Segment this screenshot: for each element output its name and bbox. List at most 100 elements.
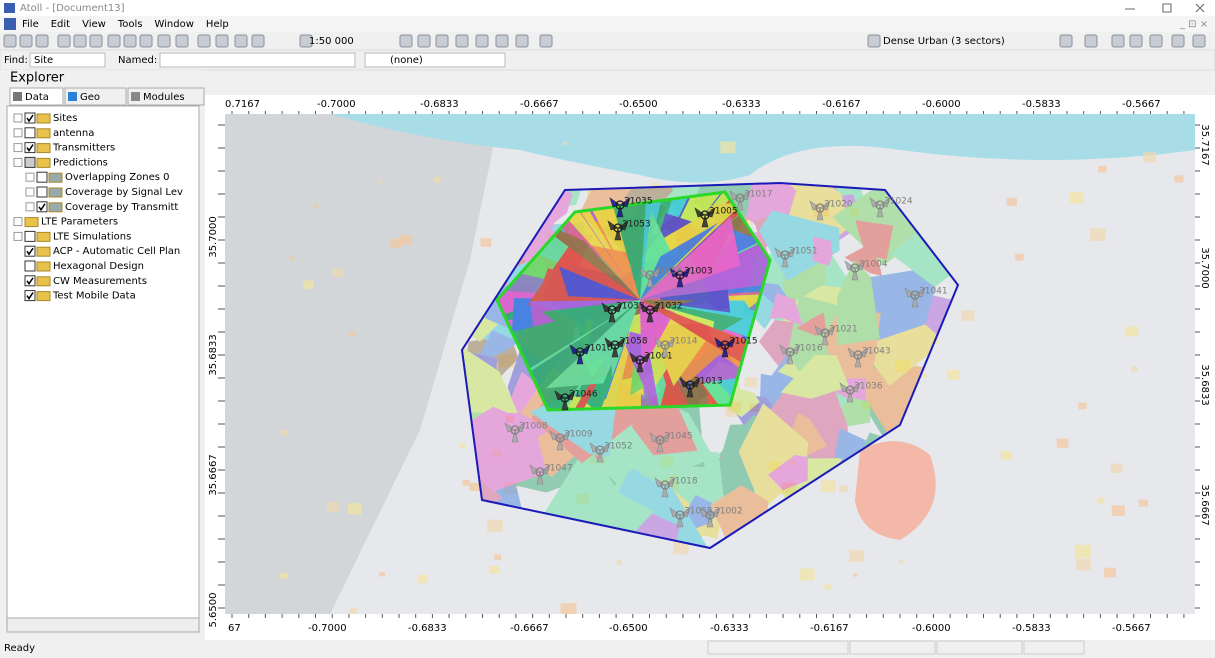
toolbar-button[interactable]	[89, 34, 103, 48]
site-label[interactable]: 31035	[624, 197, 653, 207]
checkbox[interactable]	[24, 112, 36, 124]
checkbox[interactable]	[24, 127, 36, 139]
site-label[interactable]: 31021	[829, 325, 858, 335]
expander[interactable]	[13, 157, 23, 167]
site-label[interactable]: 31041	[919, 287, 948, 297]
toolbar-button[interactable]	[867, 34, 881, 48]
tab[interactable]	[127, 87, 205, 106]
toolbar-button[interactable]	[57, 34, 71, 48]
checkbox[interactable]	[24, 156, 36, 168]
toolbar-button[interactable]	[1059, 34, 1073, 48]
tree-item[interactable]: Transmitters	[52, 143, 115, 154]
site-label[interactable]: 31046	[569, 390, 598, 400]
tab[interactable]	[64, 87, 127, 106]
expander[interactable]	[25, 172, 35, 182]
filter-select[interactable]	[364, 52, 506, 68]
toolbar-button[interactable]	[215, 34, 229, 48]
checkbox[interactable]	[24, 260, 36, 272]
site-label[interactable]: 31008	[519, 422, 548, 432]
expander[interactable]	[13, 113, 23, 123]
tree-item[interactable]: Coverage by Signal Lev	[65, 187, 183, 198]
toolbar-button[interactable]	[1192, 34, 1206, 48]
site-label[interactable]: 31043	[862, 347, 891, 357]
tree-item[interactable]: Sites	[53, 113, 77, 124]
toolbar-button[interactable]	[1149, 34, 1163, 48]
tree-item[interactable]: ACP - Automatic Cell Plan	[53, 246, 180, 257]
checkbox[interactable]	[36, 171, 48, 183]
checkbox[interactable]	[24, 230, 36, 242]
tree-item[interactable]: Coverage by Transmitt	[65, 202, 178, 213]
checkbox[interactable]	[24, 245, 36, 257]
find-select[interactable]	[29, 52, 106, 68]
tree-item[interactable]: CW Measurements	[53, 276, 147, 287]
menu-item[interactable]: Tools	[117, 19, 143, 30]
tree-item[interactable]: Predictions	[53, 157, 108, 168]
site-label[interactable]: 31015	[729, 337, 758, 347]
toolbar-button[interactable]	[455, 34, 469, 48]
site-label[interactable]: 31017	[744, 190, 773, 200]
checkbox[interactable]	[24, 275, 36, 287]
site-label[interactable]: 31032	[654, 302, 683, 312]
toolbar-button[interactable]	[417, 34, 431, 48]
site-label[interactable]: 31033	[616, 302, 645, 312]
toolbar-button[interactable]	[495, 34, 509, 48]
toolbar-button[interactable]	[123, 34, 137, 48]
site-label[interactable]: 31010	[584, 344, 613, 354]
site-label[interactable]: 31036	[854, 382, 883, 392]
toolbar-button[interactable]	[435, 34, 449, 48]
close-button[interactable]	[1195, 3, 1205, 13]
toolbar-button[interactable]	[234, 34, 248, 48]
toolbar-button[interactable]	[399, 34, 413, 48]
toolbar-button[interactable]	[175, 34, 189, 48]
toolbar-button[interactable]	[475, 34, 489, 48]
environment[interactable]: Dense Urban (3 sectors)	[883, 36, 1005, 47]
toolbar-button[interactable]	[515, 34, 529, 48]
checkbox[interactable]	[24, 142, 36, 154]
site-label[interactable]: 31055	[684, 507, 713, 517]
toolbar-button[interactable]	[251, 34, 265, 48]
site-label[interactable]: 31047	[544, 464, 573, 474]
menu-item[interactable]: File	[22, 19, 39, 30]
site-label[interactable]: 31016	[794, 344, 823, 354]
expander[interactable]	[25, 187, 35, 197]
site-label[interactable]: 31005	[709, 207, 738, 217]
toolbar-button[interactable]	[157, 34, 171, 48]
menu-item[interactable]: Help	[206, 19, 229, 30]
tree-item[interactable]: antenna	[53, 128, 94, 139]
checkbox[interactable]	[36, 201, 48, 213]
tree-item[interactable]: Overlapping Zones 0	[65, 172, 170, 183]
site-label[interactable]: 31024	[884, 197, 913, 207]
toolbar-button[interactable]	[73, 34, 87, 48]
tree-item[interactable]: Test Mobile Data	[52, 291, 136, 302]
toolbar-button[interactable]	[539, 34, 553, 48]
site-label[interactable]: 31002	[714, 507, 743, 517]
toolbar-button[interactable]	[1171, 34, 1185, 48]
mdi-controls[interactable]: _ ⊡ ×	[1179, 19, 1208, 30]
site-label[interactable]: 31053	[622, 220, 651, 230]
site-label[interactable]: 31003	[684, 267, 713, 277]
h-scrollbar[interactable]	[6, 617, 200, 633]
menu-item[interactable]: View	[82, 19, 106, 30]
expander[interactable]	[25, 202, 35, 212]
toolbar-button[interactable]	[1129, 34, 1143, 48]
site-label[interactable]: 31052	[604, 442, 633, 452]
toolbar-button[interactable]	[3, 34, 17, 48]
menu-item[interactable]: Window	[154, 19, 193, 30]
checkbox[interactable]	[36, 186, 48, 198]
maximize-button[interactable]	[1162, 3, 1172, 13]
site-label[interactable]: 31001	[644, 352, 673, 362]
site-label[interactable]: 31009	[564, 430, 593, 440]
toolbar-button[interactable]	[19, 34, 33, 48]
expander[interactable]	[13, 217, 23, 227]
site-label[interactable]: 31058	[619, 337, 648, 347]
toolbar-button[interactable]	[139, 34, 153, 48]
tree-item[interactable]: LTE Simulations	[53, 231, 131, 242]
site-label[interactable]: 31013	[694, 377, 723, 387]
site-label[interactable]: 31018	[669, 477, 698, 487]
expander[interactable]	[13, 143, 23, 153]
tree-item[interactable]: Hexagonal Design	[53, 261, 144, 272]
menu-item[interactable]: Edit	[51, 19, 70, 30]
toolbar-button[interactable]	[299, 34, 313, 48]
site-label[interactable]: 31014	[669, 337, 698, 347]
toolbar-button[interactable]	[197, 34, 211, 48]
